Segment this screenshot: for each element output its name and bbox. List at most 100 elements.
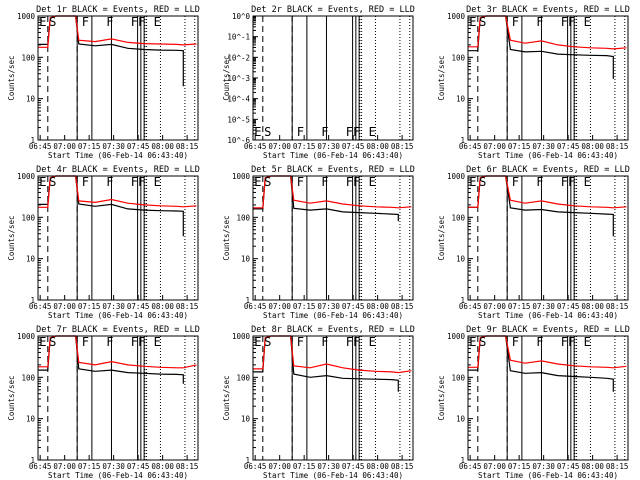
x-axis-label: Start Time (06-Feb-14 06:43:40): [263, 151, 403, 160]
y-tick-label: 10: [26, 95, 36, 104]
panel-title: Det 2r BLACK = Events, RED = LLD: [251, 5, 415, 15]
x-tick-label: 07:45: [127, 462, 150, 471]
x-tick-label: 08:15: [606, 462, 629, 471]
y-tick-label: 1000: [232, 172, 251, 181]
event-marker: F: [346, 175, 353, 189]
x-tick-label: 07:15: [293, 462, 316, 471]
y-tick-label: 1000: [232, 332, 251, 341]
y-tick-label: 1000: [17, 12, 36, 21]
x-tick-label: 08:00: [366, 302, 389, 311]
event-marker: F: [82, 175, 89, 189]
event-marker: E: [254, 125, 261, 139]
event-marker: F: [297, 175, 304, 189]
event-marker: E: [469, 175, 476, 189]
event-marker: F: [568, 15, 575, 29]
y-tick-label: 100: [21, 53, 35, 62]
x-tick-label: 07:30: [532, 302, 555, 311]
x-tick-label: 07:00: [268, 302, 291, 311]
event-marker: S: [49, 335, 56, 349]
x-tick-label: 08:15: [391, 462, 414, 471]
detector-panel-7: Det 7r BLACK = Events, RED = LLD 1 10 100 10…: [7, 325, 200, 480]
event-marker: F: [138, 175, 145, 189]
event-marker: F: [536, 335, 543, 349]
x-tick-label: 07:00: [483, 462, 506, 471]
event-marker: F: [106, 335, 113, 349]
y-tick-label: 100: [236, 373, 250, 382]
y-tick-label: 10: [241, 255, 251, 264]
series-lld: [468, 175, 627, 209]
x-tick-label: 07:00: [53, 142, 76, 151]
y-axis-label: Counts/sec: [222, 375, 231, 420]
y-tick-label: 10: [456, 95, 466, 104]
x-tick-label: 07:30: [317, 462, 340, 471]
x-tick-label: 07:15: [508, 462, 531, 471]
event-marker: E: [369, 175, 376, 189]
event-marker: E: [254, 335, 261, 349]
series-lld: [38, 175, 197, 208]
x-tick-label: 07:00: [268, 462, 291, 471]
y-tick-label: 10: [241, 415, 251, 424]
x-tick-label: 06:45: [459, 302, 482, 311]
x-axis-label: Start Time (06-Feb-14 06:43:40): [478, 471, 618, 480]
x-tick-label: 07:15: [508, 302, 531, 311]
detector-panel-8: Det 8r BLACK = Events, RED = LLD 1 10 100 10…: [222, 325, 415, 480]
series-lld: [468, 335, 627, 369]
x-tick-label: 08:00: [366, 142, 389, 151]
x-tick-label: 07:30: [532, 462, 555, 471]
x-tick-label: 07:45: [557, 462, 580, 471]
x-tick-label: 07:30: [102, 302, 125, 311]
event-marker: S: [479, 175, 486, 189]
y-axis-label: Counts/sec: [437, 215, 446, 260]
detector-panel-4: Det 4r BLACK = Events, RED = LLD 1 10 100 10…: [7, 165, 200, 320]
x-axis-label: Start Time (06-Feb-14 06:43:40): [478, 151, 618, 160]
event-marker: S: [264, 125, 271, 139]
x-tick-label: 06:45: [244, 302, 267, 311]
y-axis-label: Counts/sec: [222, 55, 231, 100]
y-tick-label: 1000: [447, 332, 466, 341]
event-marker: F: [321, 335, 328, 349]
event-marker: E: [469, 335, 476, 349]
event-marker: F: [82, 15, 89, 29]
plot-frame: [467, 175, 629, 301]
x-tick-label: 06:45: [244, 462, 267, 471]
x-tick-label: 08:15: [606, 302, 629, 311]
x-tick-label: 06:45: [459, 462, 482, 471]
x-tick-label: 08:15: [391, 142, 414, 151]
panel-title: Det 8r BLACK = Events, RED = LLD: [251, 325, 415, 335]
x-tick-label: 08:00: [151, 142, 174, 151]
y-axis-label: Counts/sec: [7, 55, 16, 100]
y-tick-label: 100: [21, 213, 35, 222]
event-marker: F: [512, 15, 519, 29]
y-tick-label: 1: [245, 456, 250, 465]
event-marker: F: [321, 125, 328, 139]
y-tick-label: 1: [245, 296, 250, 305]
x-axis-label: Start Time (06-Feb-14 06:43:40): [48, 311, 188, 320]
x-tick-label: 08:15: [176, 462, 199, 471]
event-marker: F: [346, 335, 353, 349]
y-tick-label: 10^-6: [227, 136, 250, 145]
plot-frame: [37, 15, 199, 141]
x-axis-label: Start Time (06-Feb-14 06:43:40): [48, 471, 188, 480]
event-marker: F: [536, 15, 543, 29]
event-marker: F: [561, 335, 568, 349]
event-marker: F: [106, 15, 113, 29]
event-marker: F: [353, 125, 360, 139]
panel-title: Det 9r BLACK = Events, RED = LLD: [466, 325, 630, 335]
event-marker: F: [561, 175, 568, 189]
y-tick-label: 100: [21, 373, 35, 382]
event-marker: F: [561, 15, 568, 29]
x-tick-label: 08:00: [366, 462, 389, 471]
y-axis-label: Counts/sec: [7, 215, 16, 260]
x-tick-label: 07:15: [78, 142, 101, 151]
y-tick-label: 1: [30, 296, 35, 305]
y-tick-label: 1000: [447, 12, 466, 21]
x-tick-label: 07:15: [293, 142, 316, 151]
y-tick-label: 100: [451, 213, 465, 222]
x-axis-label: Start Time (06-Feb-14 06:43:40): [263, 311, 403, 320]
event-marker: E: [369, 125, 376, 139]
x-tick-label: 07:30: [317, 142, 340, 151]
x-tick-label: 07:00: [483, 302, 506, 311]
y-tick-label: 1000: [17, 172, 36, 181]
series-lld: [468, 15, 627, 50]
event-marker: F: [138, 335, 145, 349]
